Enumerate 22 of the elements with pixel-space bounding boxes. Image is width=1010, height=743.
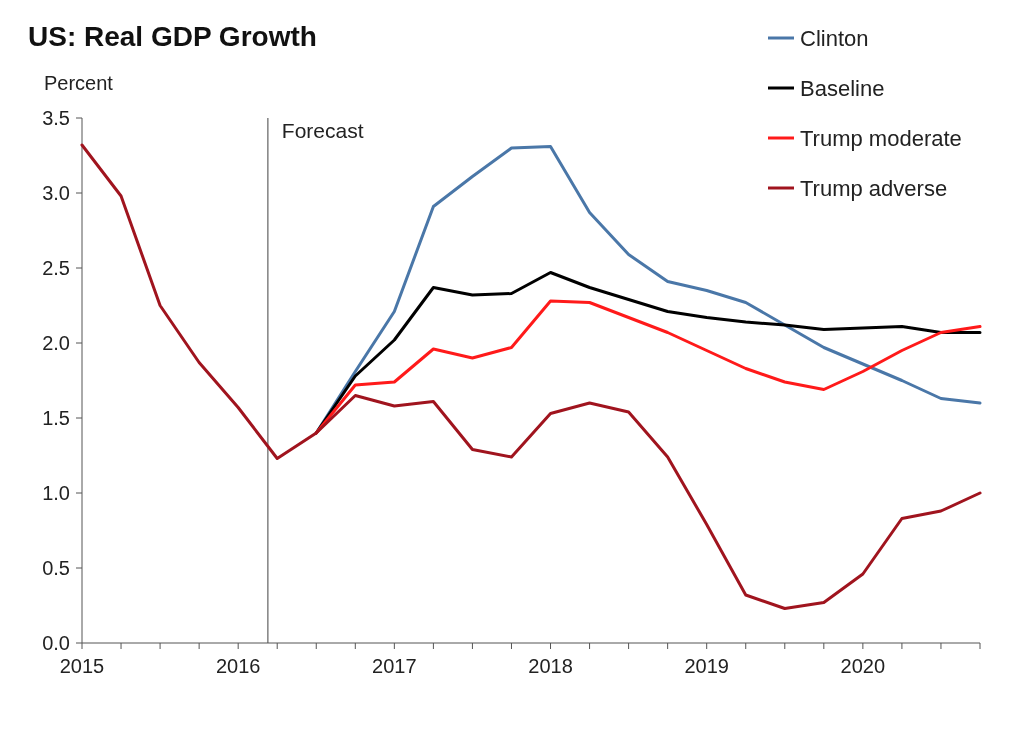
y-tick-label: 3.0 xyxy=(42,182,70,204)
y-tick-label: 3.5 xyxy=(42,107,70,129)
y-tick-label: 0.0 xyxy=(42,632,70,654)
y-axis-title: Percent xyxy=(44,72,114,94)
chart-title: US: Real GDP Growth xyxy=(28,21,317,52)
y-tick-label: 0.5 xyxy=(42,557,70,579)
legend-label: Trump moderate xyxy=(800,125,962,151)
x-tick-label: 2018 xyxy=(528,655,573,677)
legend-label: Clinton xyxy=(800,25,869,51)
x-tick-label: 2020 xyxy=(840,655,886,677)
line-series xyxy=(314,271,982,435)
y-tick-label: 1.0 xyxy=(42,482,70,504)
y-tick-label: 1.5 xyxy=(42,407,70,429)
x-tick-label: 2019 xyxy=(684,655,729,677)
x-tick-label: 2017 xyxy=(372,655,417,677)
y-tick-label: 2.5 xyxy=(42,257,70,279)
y-tick-label: 2.0 xyxy=(42,332,70,354)
ref-line-label: Forecast xyxy=(281,119,364,142)
legend-label: Baseline xyxy=(800,75,885,101)
x-tick-label: 2016 xyxy=(215,655,261,677)
legend-label: Trump adverse xyxy=(800,175,948,201)
x-tick-label: 2015 xyxy=(59,655,105,677)
